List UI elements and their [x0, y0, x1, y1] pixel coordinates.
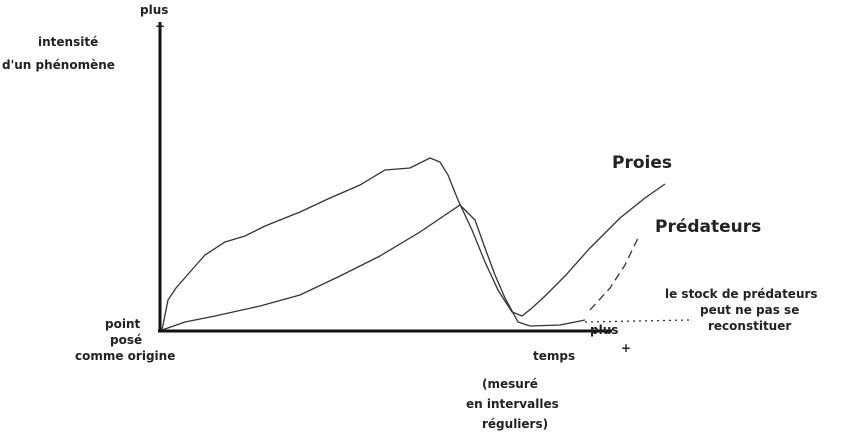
note: peut ne pas se	[700, 303, 799, 317]
origin-label: comme origine	[75, 349, 175, 363]
origin-label: posé	[110, 333, 142, 347]
prey-label: Proies	[612, 153, 672, 173]
note: le stock de prédateurs	[665, 287, 818, 301]
predator-label: Prédateurs	[655, 217, 761, 237]
x-axis-note: (mesuré	[482, 377, 538, 391]
x-axis-note: réguliers)	[482, 417, 548, 431]
prey-curve	[161, 157, 666, 331]
y-axis-label: d'un phénomène	[2, 58, 115, 72]
predator-recovery-dashed	[589, 237, 639, 311]
y-top-sign: +	[155, 19, 165, 33]
y-top-label: plus	[140, 3, 168, 17]
x-axis-note: en intervalles	[466, 397, 559, 411]
note: reconstituer	[708, 319, 791, 333]
y-axis-label: intensité	[38, 35, 98, 49]
x-axis-label: temps	[533, 349, 575, 363]
x-end-label: plus	[590, 323, 618, 337]
origin-label: point	[105, 317, 140, 331]
predator-no-recovery-dotted	[584, 319, 691, 323]
x-end-sign: +	[621, 341, 631, 355]
predator-curve	[161, 204, 586, 331]
